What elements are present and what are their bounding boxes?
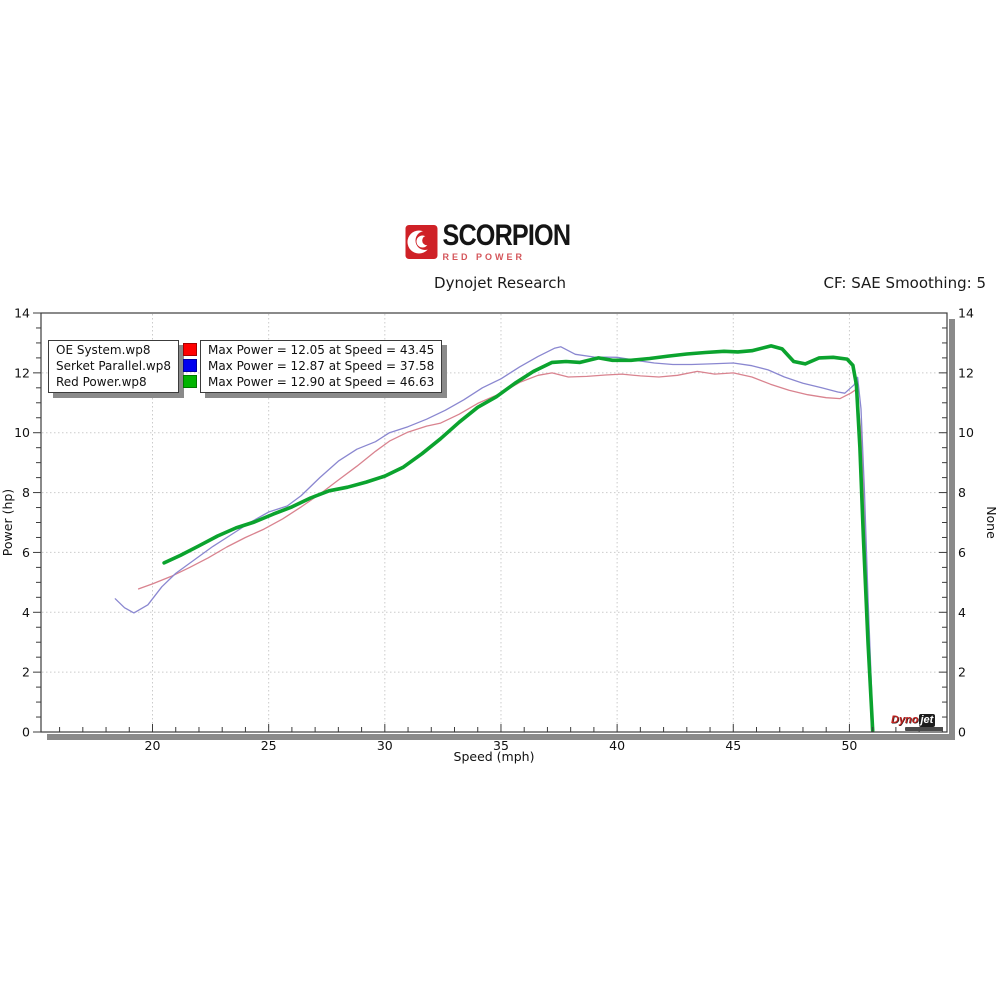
y-tick-label-right: 2 [958, 665, 966, 680]
y-tick-label-right: 12 [958, 365, 974, 380]
x-tick-label: 35 [493, 738, 509, 753]
series-line-oe-system-wp8 [137, 370, 873, 732]
y-tick-label-right: 10 [958, 425, 974, 440]
series-line-serket-parallel-wp8 [114, 346, 874, 732]
correction-smoothing-label: CF: SAE Smoothing: 5 [823, 274, 986, 292]
y-tick-label-right: 8 [958, 485, 966, 500]
legend-color-swatch [182, 358, 197, 372]
plot-shadow-bottom [47, 734, 955, 740]
y-tick-label-right: 4 [958, 605, 966, 620]
legend-run-name[interactable]: OE System.wp8 [56, 343, 151, 357]
brand-logo: SCORPION RED POWER [405, 219, 594, 263]
y-tick-label-left: 14 [14, 306, 30, 321]
brand-name: SCORPION [442, 219, 571, 252]
x-tick-label: 40 [609, 738, 625, 753]
legend-run-name[interactable]: Serket Parallel.wp8 [56, 359, 171, 373]
chart-legend: OE System.wp8 Serket Parallel.wp8 Red Powe… [48, 340, 443, 393]
legend-swatches [182, 341, 197, 389]
legend-max-power-label: Max Power = 12.87 at Speed = 37.58 [207, 359, 435, 373]
x-tick-label: 20 [145, 738, 161, 753]
dynojet-watermark-bar [905, 727, 943, 731]
legend-run-names-box: OE System.wp8 Serket Parallel.wp8 Red Powe… [48, 340, 179, 393]
legend-swatch-row [182, 341, 197, 357]
y-tick-label-left: 2 [22, 665, 30, 680]
legend-max-power-label: Max Power = 12.90 at Speed = 46.63 [207, 375, 435, 389]
y-tick-label-left: 0 [22, 725, 30, 740]
x-tick-label: 45 [725, 738, 741, 753]
y-tick-label-left: 10 [14, 425, 30, 440]
x-tick-label: 50 [841, 738, 857, 753]
y-axis-title-right: None [984, 506, 999, 539]
legend-run-name[interactable]: Red Power.wp8 [56, 375, 147, 389]
y-tick-label-right: 6 [958, 545, 966, 560]
y-tick-label-right: 0 [958, 725, 966, 740]
x-tick-label: 30 [377, 738, 393, 753]
y-tick-label-left: 8 [22, 485, 30, 500]
scorpion-icon [405, 225, 438, 259]
series-line-red-power-wp8 [162, 344, 875, 733]
y-tick-label-right: 14 [958, 306, 974, 321]
x-tick-label: 25 [261, 738, 277, 753]
y-tick-label-left: 4 [22, 605, 30, 620]
y-axis-title-left: Power (hp) [0, 489, 15, 556]
legend-max-power-label: Max Power = 12.05 at Speed = 43.45 [207, 343, 435, 357]
legend-color-swatch [182, 342, 197, 356]
legend-swatch-row [182, 373, 197, 389]
dynojet-watermark: Dyno jet [891, 714, 947, 731]
legend-max-values-box: Max Power = 12.05 at Speed = 43.45 Max Po… [199, 340, 443, 393]
dynojet-watermark-text: Dyno [891, 714, 919, 726]
page-title: Dynojet Research [434, 274, 566, 292]
y-tick-label-left: 12 [14, 365, 30, 380]
plot-shadow-right [949, 319, 955, 740]
brand-text: SCORPION RED POWER [442, 219, 594, 263]
x-axis-title: Speed (mph) [454, 749, 535, 764]
legend-swatch-row [182, 357, 197, 373]
brand-tagline: RED POWER [442, 252, 525, 262]
y-tick-label-left: 6 [22, 545, 30, 560]
legend-color-swatch [182, 374, 197, 388]
